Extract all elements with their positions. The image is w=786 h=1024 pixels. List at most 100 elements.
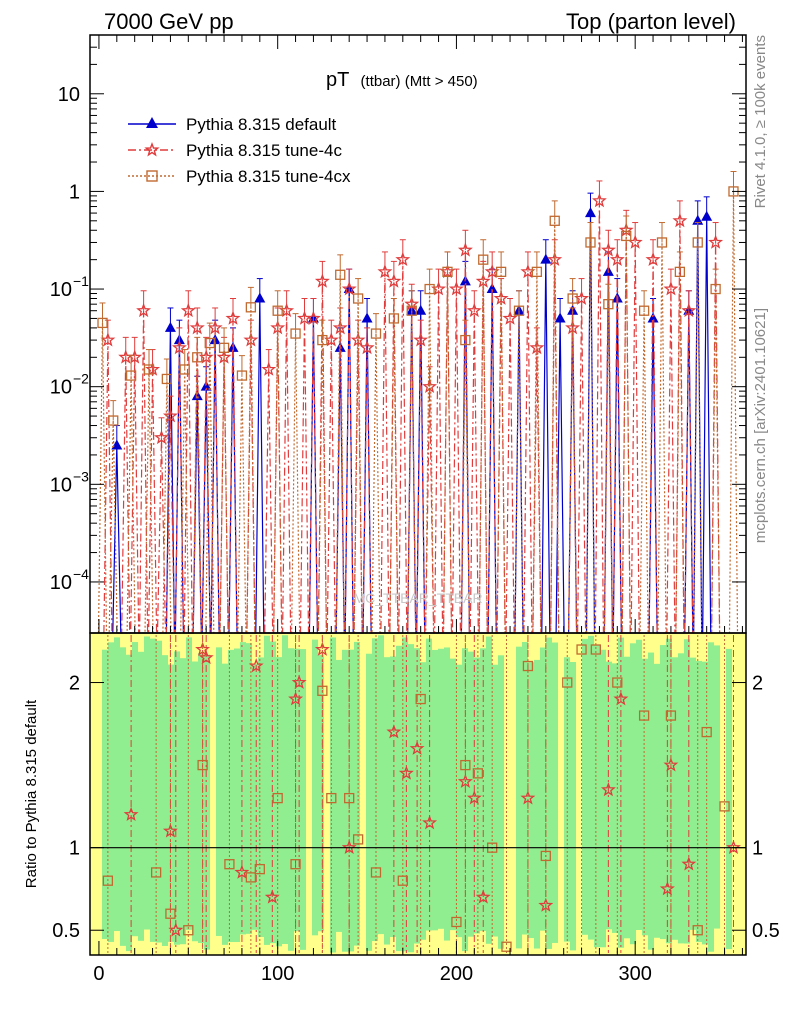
data-point-star: [591, 193, 607, 208]
ratio-green-band: [444, 647, 450, 941]
ratio-green-band: [636, 639, 642, 930]
ratio-green-band: [252, 664, 258, 930]
data-point-square: [585, 237, 596, 248]
ratio-point-square: [245, 872, 257, 883]
ratio-green-band: [390, 656, 396, 938]
series-square: [97, 170, 739, 634]
ratio-green-band: [588, 635, 594, 940]
ratio-green-band: [258, 657, 264, 937]
ratio-green-band: [336, 659, 342, 932]
data-point-star: [502, 310, 518, 325]
x-tick-label: 200: [440, 963, 473, 985]
ratio-point-star: [681, 856, 697, 871]
data-point-star: [261, 361, 277, 376]
ratio-green-band: [198, 653, 204, 943]
ratio-green-band: [192, 661, 198, 942]
y-tick-label: 10: [50, 377, 72, 399]
data-point-star: [466, 302, 482, 318]
data-point-square: [656, 237, 668, 248]
ratio-point-star: [264, 889, 280, 904]
data-point-square: [710, 283, 721, 295]
ratio-green-band: [294, 648, 300, 932]
ratio-point-square: [472, 768, 484, 779]
data-point-star: [145, 361, 161, 376]
ratio-green-band: [450, 658, 456, 931]
ratio-green-band: [660, 645, 666, 940]
data-point-star: [600, 242, 616, 257]
ratio-green-band: [522, 641, 528, 935]
data-point-square: [603, 299, 614, 310]
data-point-square: [567, 293, 578, 304]
ratio-point-star: [198, 649, 214, 665]
ratio-green-band: [366, 653, 372, 951]
data-point-star: [189, 319, 205, 335]
data-point-star: [529, 339, 545, 355]
ratio-green-band: [474, 657, 480, 934]
y-tick-label: 10: [58, 84, 80, 106]
x-tick-label: 0: [93, 963, 104, 985]
ratio-green-band: [234, 648, 240, 943]
ratio-green-band: [642, 658, 648, 936]
y-tick-label: 10: [50, 572, 72, 594]
ratio-point-square: [224, 859, 235, 870]
data-point-triangle: [254, 292, 266, 303]
ratio-green-band: [672, 657, 678, 940]
ratio-green-band: [426, 638, 432, 931]
ratio-point-square: [254, 863, 265, 875]
data-point-square: [406, 305, 417, 316]
data-point-star: [314, 273, 330, 288]
data-point-star: [422, 378, 438, 393]
ratio-green-band: [222, 663, 228, 945]
y-tick-label: 1: [69, 181, 80, 203]
data-point-square: [674, 266, 686, 278]
ratio-point-square: [352, 834, 364, 845]
legend: Pythia 8.315 default Pythia 8.315 tune-4…: [128, 115, 351, 186]
ratio-green-band: [438, 648, 444, 929]
ratio-green-band: [264, 635, 270, 945]
ratio-point-star: [613, 691, 629, 706]
ratio-point-square: [150, 867, 162, 878]
ratio-point-square: [692, 925, 703, 936]
chart-title: pT (ttbar) (Mtt > 450): [326, 69, 478, 91]
ratio-y-tick-label-right: 2: [752, 673, 763, 695]
ratio-green-band: [606, 661, 612, 930]
legend-label-tune-4c: Pythia 8.315 tune-4c: [186, 141, 342, 160]
data-point-star: [457, 242, 473, 257]
header-left: 7000 GeV pp: [104, 9, 234, 34]
ratio-point-square: [165, 908, 176, 919]
ratio-green-band: [282, 635, 288, 945]
ratio-green-band: [378, 635, 384, 935]
data-point-star: [663, 281, 679, 296]
series-line-star: [103, 200, 721, 634]
ratio-green-band: [570, 662, 576, 951]
data-point-star: [136, 302, 152, 318]
data-point-square: [388, 313, 400, 324]
ratio-point-square: [701, 726, 712, 738]
data-point-star: [448, 281, 464, 296]
ratio-green-band: [180, 658, 186, 945]
data-point-square: [513, 305, 525, 316]
data-point-square: [108, 415, 119, 426]
ratio-point-star: [409, 740, 425, 755]
data-point-star: [332, 319, 348, 335]
data-point-star: [681, 302, 697, 318]
ratio-point-star: [234, 864, 250, 879]
header-right: Top (parton level): [566, 9, 736, 34]
data-point-square: [531, 266, 543, 278]
ratio-point-square: [460, 759, 471, 771]
ratio-green-band: [666, 638, 672, 944]
data-point-square: [97, 317, 108, 329]
ratio-green-band: [174, 651, 180, 945]
ratio-point-square: [344, 792, 355, 804]
data-point-square: [692, 237, 703, 248]
ratio-green-band: [384, 657, 390, 945]
data-point-star: [305, 310, 321, 325]
data-point-star: [672, 212, 688, 228]
ratio-point-square: [397, 875, 408, 886]
data-point-triangle: [486, 283, 498, 294]
ratio-green-band: [630, 643, 636, 945]
ratio-green-band: [168, 664, 174, 942]
data-point-square: [290, 328, 301, 339]
ratio-green-band: [624, 656, 630, 939]
